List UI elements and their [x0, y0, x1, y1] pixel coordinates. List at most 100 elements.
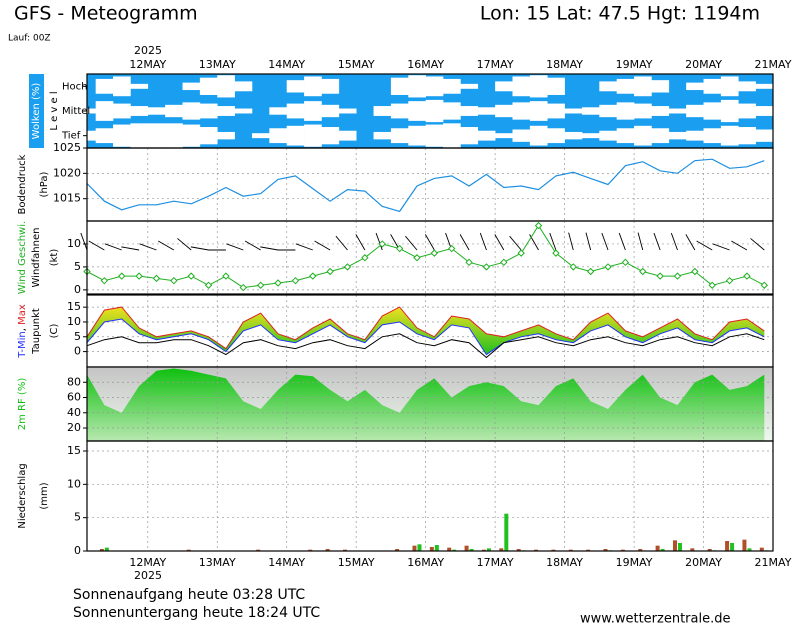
source: www.wetterzentrale.de: [580, 612, 730, 625]
y-tick-label: 0: [74, 345, 81, 358]
cloud-cover: [338, 130, 357, 141]
cloud-cover: [304, 101, 322, 121]
cloud-cover: [738, 127, 756, 145]
x-tick-label-top: 18MAY: [546, 58, 583, 71]
wind-speed-marker: [639, 267, 647, 276]
y-axis-label: (kt): [49, 249, 60, 267]
wind-speed-marker: [291, 276, 300, 285]
precip-bar: [499, 548, 504, 551]
cloud-cover: [182, 124, 201, 147]
wind-barb: [670, 232, 678, 251]
x-tick-label-top: 20MAY: [685, 58, 722, 71]
title: GFS - Meteogramm: [14, 3, 198, 25]
precip-bar: [343, 549, 348, 551]
wind-barb: [459, 234, 470, 251]
precip-bar: [417, 544, 422, 551]
wind-speed-marker: [118, 272, 126, 280]
temperature-label: T-Min, Max: [17, 304, 28, 359]
x-tick-label-top: 15MAY: [338, 58, 375, 71]
x-tick-label: 17MAY: [477, 556, 514, 569]
y-tick-label: 0: [74, 283, 81, 296]
cloud-cover: [443, 78, 461, 94]
y-tick-label: 15: [67, 300, 81, 313]
precip-bar: [447, 547, 452, 551]
precip-bar: [747, 548, 752, 551]
cloud-cover: [408, 75, 426, 98]
y-tick-label: 15: [67, 444, 81, 457]
pressure-line: [86, 158, 765, 213]
x-tick-label: 16MAY: [407, 556, 444, 569]
cloud-cover: [130, 106, 149, 116]
cloud-cover: [477, 130, 496, 141]
cloud-cover: [686, 130, 704, 141]
cloud-cover: [703, 102, 722, 120]
wind-speed-marker: [430, 249, 439, 257]
cloud-cover: [199, 77, 218, 95]
x-tick-label: 20MAY: [685, 556, 722, 569]
cloud-cover: [547, 128, 565, 144]
precip-bar: [672, 540, 677, 551]
cloud-cover: [529, 75, 548, 98]
y-tick-label: 10: [67, 477, 81, 490]
cloud-cover: [460, 127, 479, 145]
wind-barb: [494, 234, 505, 251]
cloud-cover: [651, 106, 670, 116]
cloud-cover: [217, 106, 235, 116]
y-axis-label: Taupunkt: [31, 308, 42, 355]
x-tick-label: 19MAY: [616, 556, 653, 569]
precip-bar: [469, 549, 474, 551]
precip-bar: [690, 548, 695, 551]
precip-bar: [730, 543, 735, 551]
cloud-cover: [234, 81, 253, 92]
x-tick-label: 18MAY: [546, 556, 583, 569]
cloud-cover: [599, 81, 617, 92]
cloud-cover: [269, 128, 288, 144]
wind-barb: [244, 240, 261, 251]
precip-bar: [551, 549, 556, 551]
cloud-cover: [286, 103, 305, 119]
wind-barb: [637, 232, 644, 251]
y-tick-label: 1015: [53, 192, 81, 205]
wind-speed-line: [86, 224, 765, 289]
x-tick-label: 14MAY: [268, 556, 305, 569]
wind-barb: [177, 238, 192, 251]
wind-speed-marker: [517, 249, 525, 257]
wind-barb: [685, 234, 696, 251]
wind-speed-marker: [482, 263, 491, 271]
cloud-cover: [286, 125, 305, 146]
y-axis-label: (hPa): [39, 171, 50, 197]
label-part: ,: [17, 325, 28, 331]
cloud-cover: [564, 108, 583, 114]
wind-barb: [618, 232, 626, 251]
cloud-cover: [651, 128, 670, 144]
wind-speed-marker: [691, 267, 699, 276]
cloud-cover: [738, 81, 756, 92]
y-tick-label: 40: [67, 406, 81, 419]
cloud-cover: [668, 131, 687, 140]
wind-speed-marker: [222, 272, 230, 280]
precip-bar: [655, 545, 660, 551]
cloud-cover: [321, 78, 340, 94]
cloud-cover: [199, 103, 218, 119]
cloud-cover: [234, 108, 253, 114]
wind-barb: [529, 234, 539, 251]
ylabel-background: [29, 74, 44, 148]
cloud-cover: [495, 133, 513, 139]
precip-bar: [104, 547, 109, 551]
level-label: Tief: [61, 131, 81, 142]
wind-barb: [314, 240, 331, 251]
cloud-cover: [95, 101, 114, 121]
y-axis-label: (mm): [39, 482, 50, 509]
wind-speed-marker: [239, 283, 248, 292]
cloud-cover: [147, 107, 166, 115]
cloud-cover: [634, 103, 652, 119]
wind-barb: [479, 232, 487, 251]
wind-barb: [139, 243, 157, 251]
cloud-cover: [425, 99, 444, 123]
precip-bar: [325, 549, 330, 551]
x-tick-label: 21MAY: [755, 556, 792, 569]
wind-barb: [226, 243, 244, 251]
precip-bar: [516, 549, 521, 551]
wind-speed-marker: [274, 279, 282, 287]
x-tick-label-top: 21MAY: [755, 58, 792, 71]
